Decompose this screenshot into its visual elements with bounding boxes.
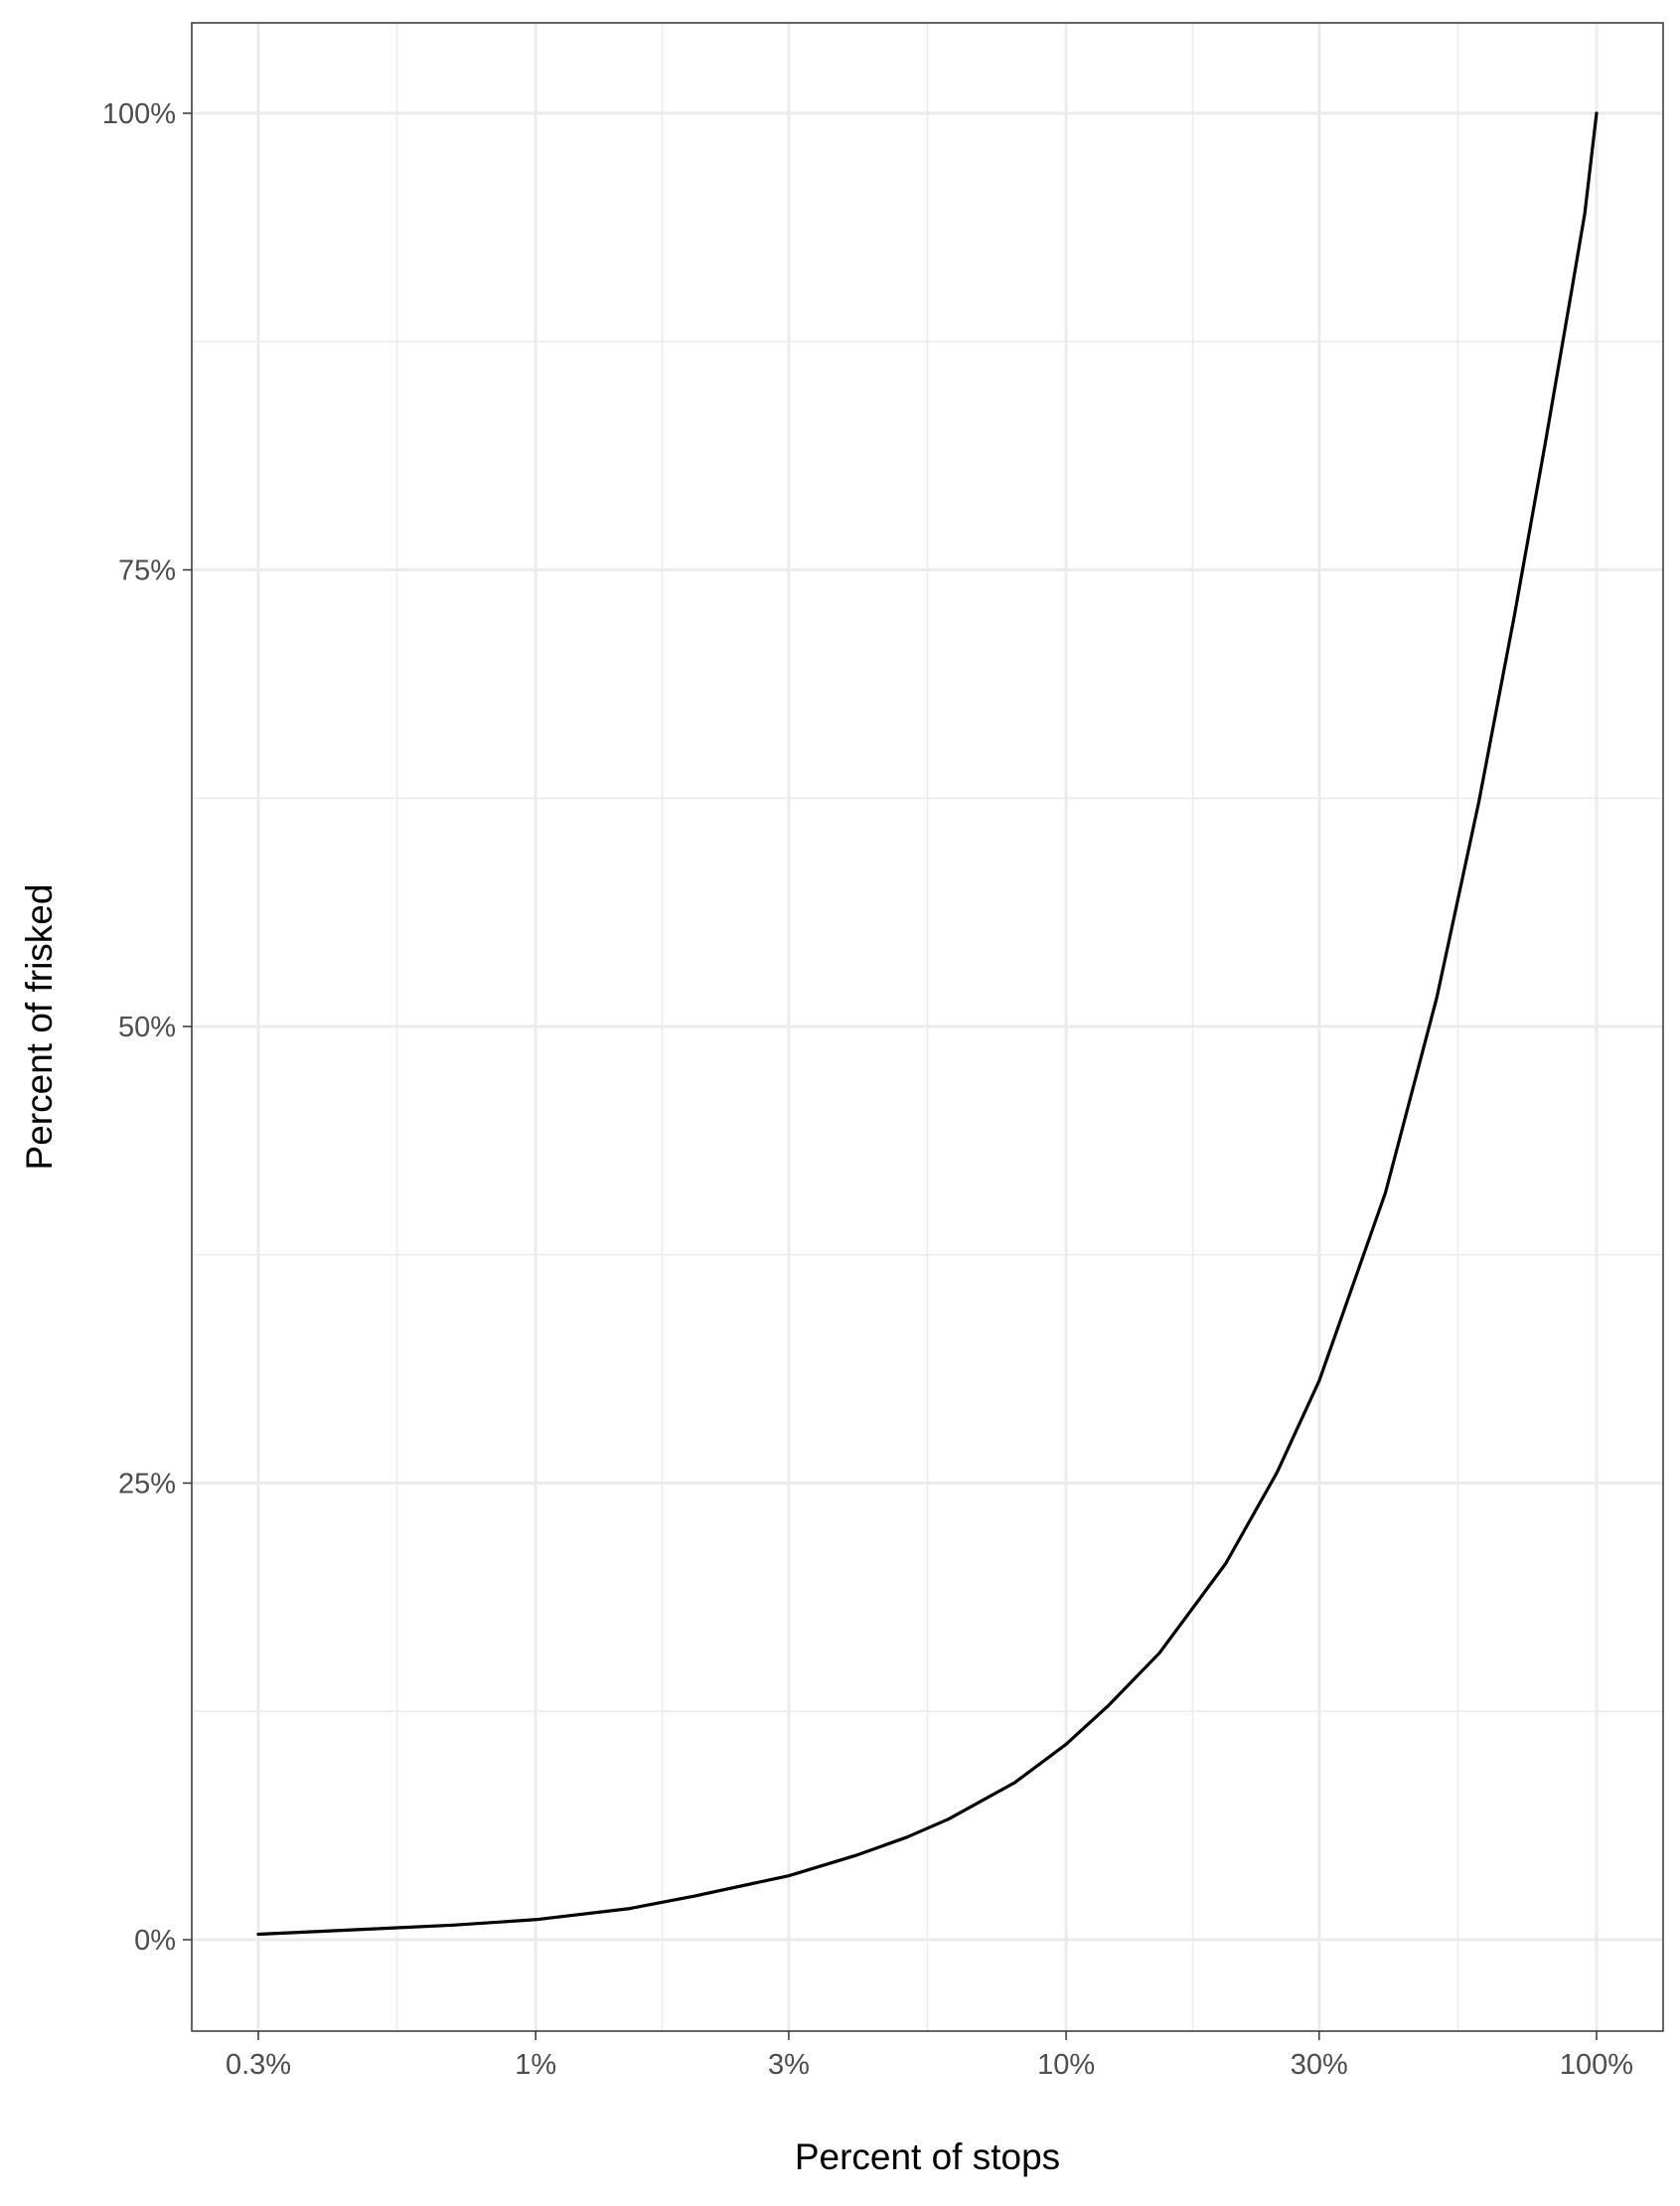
x-tick-label: 100% (1560, 2049, 1633, 2081)
y-tick-label: 50% (118, 1012, 176, 1043)
y-tick-label: 0% (134, 1925, 176, 1957)
grid-lines (192, 23, 1663, 2031)
x-tick-label: 3% (768, 2049, 810, 2081)
y-axis-title: Percent of frisked (19, 884, 60, 1171)
x-tick-label: 0.3% (226, 2049, 291, 2081)
series-line (256, 111, 1599, 1937)
axis-ticks: 0.3% 1% 3% 10% 30% 100% 0% 25% 50% 75% 100% (102, 98, 1633, 2081)
y-tick-label: 100% (102, 98, 176, 130)
x-axis-title: Percent of stops (795, 2136, 1060, 2177)
y-tick-label: 75% (118, 555, 176, 587)
x-tick-label: 1% (515, 2049, 556, 2081)
x-tick-label: 30% (1291, 2049, 1348, 2081)
data-series (256, 111, 1599, 1937)
y-tick-label: 25% (118, 1469, 176, 1500)
x-tick-label: 10% (1037, 2049, 1095, 2081)
